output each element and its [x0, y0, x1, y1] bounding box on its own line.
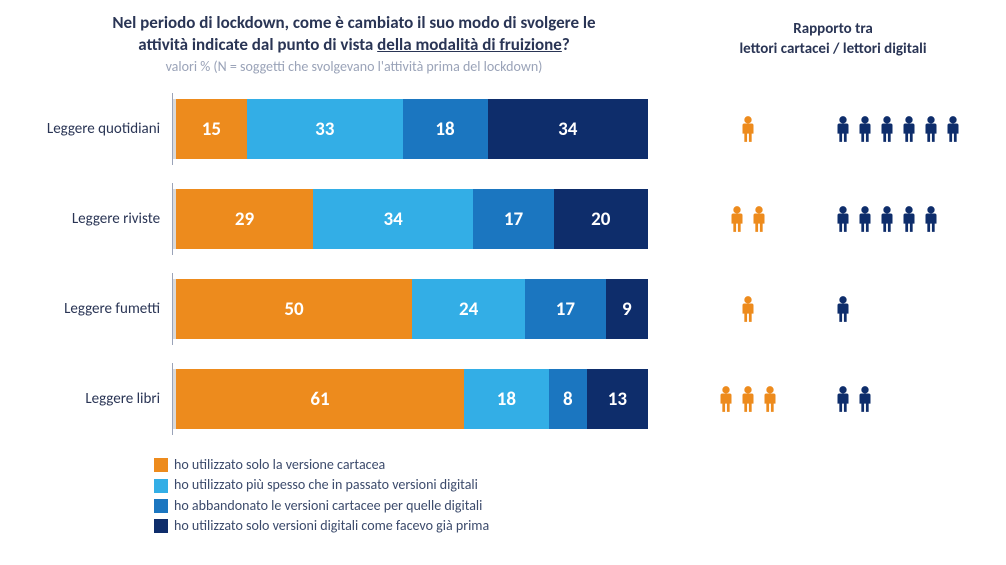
person-icon: [715, 385, 737, 413]
legend-label: ho utilizzato più spesso che in passato …: [174, 475, 478, 495]
digital-reader-icons: [832, 385, 982, 413]
ratio-icons: [648, 385, 982, 413]
bar-segment: 34: [313, 189, 473, 249]
digital-reader-icons: [832, 205, 982, 233]
chart-row: Leggere fumetti5024179: [34, 275, 982, 343]
bar-segment: 34: [488, 99, 648, 159]
person-icon: [876, 115, 898, 143]
chart-row: Leggere libri6118813: [34, 365, 982, 433]
paper-reader-icons: [688, 295, 808, 323]
title-line2-underlined: della modalità di fruizione: [377, 34, 562, 55]
person-icon: [737, 295, 759, 323]
person-icon: [832, 115, 854, 143]
person-icon: [748, 205, 770, 233]
bar-segment: 18: [464, 369, 549, 429]
chart-row: Leggere riviste29341720: [34, 185, 982, 253]
legend-swatch: [154, 519, 168, 533]
chart-row: Leggere quotidiani15331834: [34, 95, 982, 163]
bar-segment: 17: [525, 279, 605, 339]
ratio-icons: [648, 295, 982, 323]
person-icon: [726, 205, 748, 233]
stacked-bar: 5024179: [172, 279, 648, 339]
bar-segment: 33: [247, 99, 403, 159]
person-icon: [854, 385, 876, 413]
person-icon: [737, 115, 759, 143]
person-icon: [759, 385, 781, 413]
stacked-bar: 6118813: [172, 369, 648, 429]
legend-item: ho utilizzato più spesso che in passato …: [154, 475, 982, 495]
category-label: Leggere fumetti: [34, 300, 172, 318]
bar-segment: 29: [176, 189, 313, 249]
legend-item: ho utilizzato solo la versione cartacea: [154, 455, 982, 475]
bar-segment: 13: [587, 369, 648, 429]
legend: ho utilizzato solo la versione cartaceah…: [154, 455, 982, 536]
chart-area: Leggere quotidiani15331834 Leggere rivis…: [34, 95, 982, 433]
category-label: Leggere libri: [34, 390, 172, 408]
title-line1: Nel periodo di lockdown, come è cambiato…: [112, 12, 595, 33]
legend-swatch: [154, 479, 168, 493]
stacked-bar: 29341720: [172, 189, 648, 249]
person-icon: [920, 115, 942, 143]
ratio-header-line1: Rapporto tra: [793, 20, 872, 38]
person-icon: [942, 115, 964, 143]
ratio-icons: [648, 205, 982, 233]
person-icon: [920, 205, 942, 233]
legend-swatch: [154, 499, 168, 513]
bar-segment: 9: [606, 279, 648, 339]
chart-subtitle: valori % (N = soggetti che svolgevano l'…: [24, 58, 684, 75]
bar-segment: 8: [549, 369, 587, 429]
bar-segment: 15: [176, 99, 247, 159]
chart-title-block: Nel periodo di lockdown, come è cambiato…: [24, 12, 684, 75]
bar-segment: 24: [412, 279, 525, 339]
ratio-header: Rapporto tra lettori cartacei / lettori …: [684, 12, 982, 59]
legend-label: ho abbandonato le versioni cartacee per …: [174, 496, 482, 516]
legend-label: ho utilizzato solo versioni digitali com…: [174, 516, 489, 536]
legend-label: ho utilizzato solo la versione cartacea: [174, 455, 385, 475]
person-icon: [898, 205, 920, 233]
category-label: Leggere riviste: [34, 210, 172, 228]
bar-segment: 61: [176, 369, 464, 429]
digital-reader-icons: [832, 115, 982, 143]
header-row: Nel periodo di lockdown, come è cambiato…: [24, 12, 982, 75]
title-line2-pre: attività indicate dal punto di vista: [138, 34, 377, 55]
bar-segment: 17: [473, 189, 553, 249]
person-icon: [832, 385, 854, 413]
category-label: Leggere quotidiani: [34, 120, 172, 138]
stacked-bar: 15331834: [172, 99, 648, 159]
paper-reader-icons: [688, 385, 808, 413]
person-icon: [832, 295, 854, 323]
ratio-icons: [648, 115, 982, 143]
bar-segment: 50: [176, 279, 412, 339]
ratio-header-line2: lettori cartacei / lettori digitali: [739, 40, 926, 58]
person-icon: [854, 205, 876, 233]
bar-segment: 20: [554, 189, 648, 249]
bar-segment: 18: [403, 99, 488, 159]
paper-reader-icons: [688, 115, 808, 143]
person-icon: [737, 385, 759, 413]
paper-reader-icons: [688, 205, 808, 233]
legend-item: ho utilizzato solo versioni digitali com…: [154, 516, 982, 536]
legend-item: ho abbandonato le versioni cartacee per …: [154, 496, 982, 516]
title-line2-q: ?: [562, 34, 570, 55]
person-icon: [898, 115, 920, 143]
person-icon: [876, 205, 898, 233]
digital-reader-icons: [832, 295, 982, 323]
person-icon: [832, 205, 854, 233]
legend-swatch: [154, 458, 168, 472]
person-icon: [854, 115, 876, 143]
